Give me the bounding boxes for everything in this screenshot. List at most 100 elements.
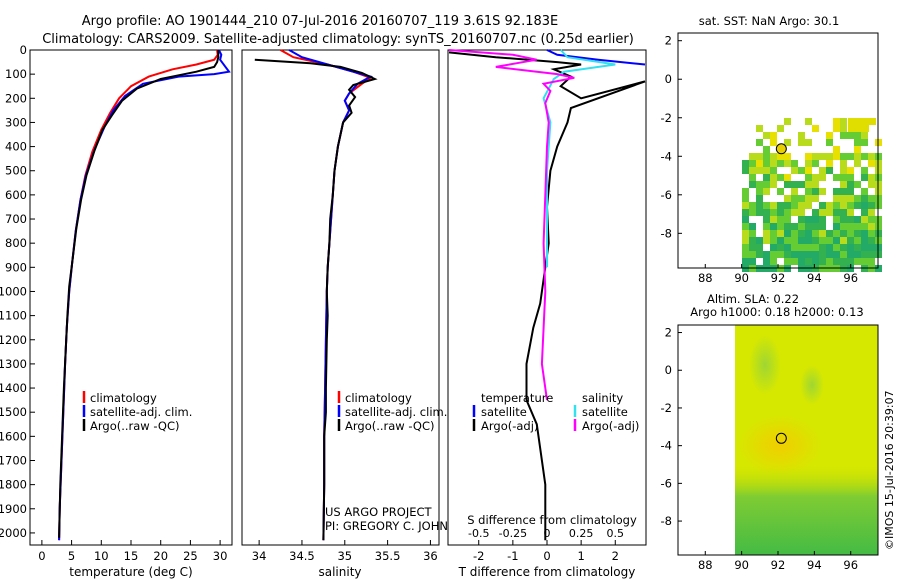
sst-cell [833, 230, 840, 237]
sst-cell [756, 237, 763, 244]
sst-cell [791, 258, 798, 265]
sst-cell [861, 153, 868, 160]
sst-cell [847, 188, 854, 195]
legend-temperature-title: temperature [481, 391, 553, 405]
s-diff-tick-label: -0.25 [499, 527, 527, 540]
sst-cell [854, 258, 861, 265]
sst-cell [805, 160, 812, 167]
sst-cell [826, 132, 833, 139]
sst-cell [847, 209, 854, 216]
series-line-black [58, 50, 220, 538]
sst-cell [854, 139, 861, 146]
sst-cell [868, 237, 875, 244]
sst-cell [763, 258, 770, 265]
sst-cell [777, 160, 784, 167]
sst-cell [791, 167, 798, 174]
sst-cell [847, 174, 854, 181]
sst-cell [770, 244, 777, 251]
sst-cell [805, 230, 812, 237]
sst-cell [798, 216, 805, 223]
sst-cell [763, 146, 770, 153]
sst-axes: 88 90 92 94 96 2 0 -2 -4 -6 -8 [661, 34, 859, 285]
legend-t-satellite: satellite [481, 405, 527, 419]
sst-cell [763, 188, 770, 195]
sst-cell [791, 188, 798, 195]
sst-cell [833, 216, 840, 223]
sst-cell [784, 258, 791, 265]
sst-cell [777, 125, 784, 132]
sst-cell [833, 153, 840, 160]
depth-tick-label: 400 [5, 140, 27, 154]
sst-cell [861, 209, 868, 216]
sst-cell [798, 251, 805, 258]
sst-cell [840, 223, 847, 230]
sst-cell [784, 139, 791, 146]
sst-cell [812, 244, 819, 251]
sst-cell [861, 202, 868, 209]
map-y-tick-label: -4 [661, 439, 672, 453]
sst-cell [833, 195, 840, 202]
sst-cell [840, 118, 847, 125]
sla-high-blob [738, 415, 822, 475]
sst-cell [770, 209, 777, 216]
sst-cell [805, 167, 812, 174]
salinity-legend: climatology satellite-adj. clim. Argo(..… [337, 391, 447, 433]
sst-cell [848, 118, 855, 125]
temperature-legend: climatology satellite-adj. clim. Argo(..… [82, 391, 192, 433]
depth-tick-label: 1900 [0, 502, 27, 516]
depth-tick-label: 200 [5, 91, 27, 105]
sst-cell [847, 195, 854, 202]
sst-cell [798, 202, 805, 209]
sst-cell [833, 251, 840, 258]
sst-cell [805, 139, 812, 146]
sst-cell [840, 237, 847, 244]
sst-cell [868, 216, 875, 223]
sst-cell [840, 125, 847, 132]
sst-cell [833, 223, 840, 230]
sst-cell [742, 195, 749, 202]
sst-cell [861, 230, 868, 237]
s-diff-tick-label: 0.5 [607, 527, 625, 540]
sst-cell [854, 132, 861, 139]
x-tick-label: 34.5 [289, 549, 315, 563]
sst-cell [812, 209, 819, 216]
x-tick-label: 30 [213, 549, 228, 563]
sst-cell [798, 195, 805, 202]
title-line-2: Climatology: CARS2009. Satellite-adjuste… [42, 32, 634, 47]
sst-cell [854, 251, 861, 258]
sst-cell [777, 202, 784, 209]
series-line-blue [546, 49, 646, 66]
sst-cell [833, 237, 840, 244]
sst-cell [742, 160, 749, 167]
sst-cell [868, 202, 875, 209]
sst-cell [791, 209, 798, 216]
sst-cell [756, 202, 763, 209]
series-line-magenta [448, 49, 575, 401]
sst-cell [826, 258, 833, 265]
sst-cell [798, 167, 805, 174]
sst-cell [847, 258, 854, 265]
legend-satellite: satellite-adj. clim. [345, 405, 447, 419]
sst-cell [840, 132, 847, 139]
sst-cell [868, 160, 875, 167]
sst-cell [756, 195, 763, 202]
x-tick-label: 25 [183, 549, 198, 563]
imos-credit: ©IMOS 15-Jul-2016 20:39:07 [883, 390, 896, 550]
sst-cell [819, 167, 826, 174]
sst-cell [819, 258, 826, 265]
sst-cell [784, 251, 791, 258]
sst-cell [742, 167, 749, 174]
sst-cell [784, 174, 791, 181]
sst-map-panel: sat. SST: NaN Argo: 30.1 88 90 92 94 96 2 0 -2 -… [661, 14, 882, 285]
map-y-tick-label: 0 [665, 72, 672, 86]
sst-cell [848, 125, 855, 132]
sst-cell [862, 125, 869, 132]
sst-cell [840, 181, 847, 188]
legend-s-argo: Argo(-adj) [582, 419, 639, 433]
sst-cell [749, 160, 756, 167]
sst-cell [784, 216, 791, 223]
sst-cell [798, 223, 805, 230]
sst-cell [861, 244, 868, 251]
map-x-tick-label: 90 [734, 271, 749, 285]
series-line-black [448, 51, 646, 541]
